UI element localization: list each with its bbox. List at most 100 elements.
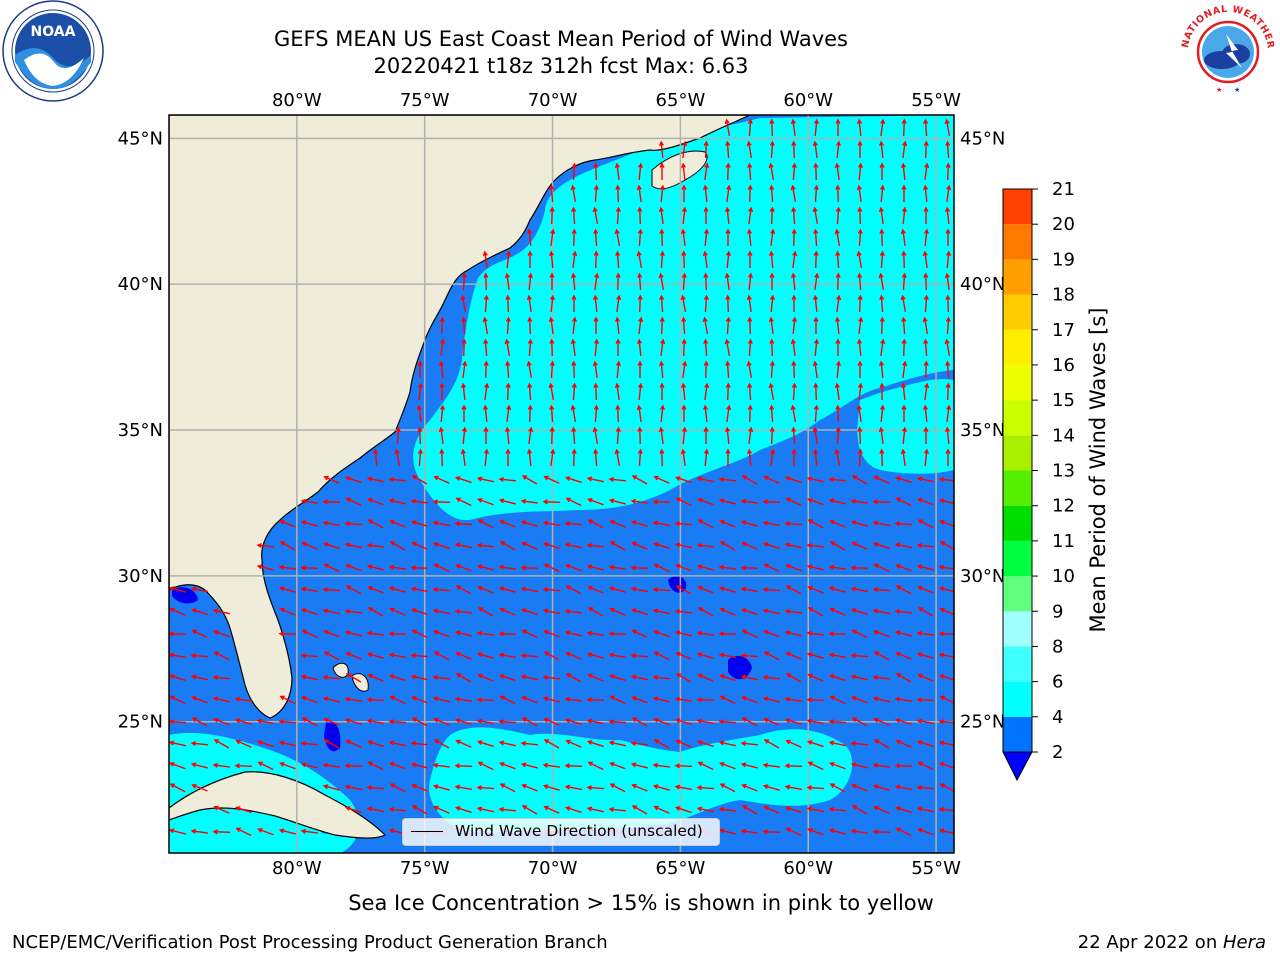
wave-direction-arrow xyxy=(674,696,693,702)
wave-direction-arrow xyxy=(278,631,297,637)
wave-direction-arrow xyxy=(856,404,862,423)
colorbar-tick-label: 16 xyxy=(1052,355,1075,376)
wave-direction-arrow xyxy=(637,294,643,313)
wave-direction-arrow xyxy=(636,338,643,357)
wave-direction-arrow xyxy=(367,497,384,506)
wave-direction-arrow xyxy=(696,652,714,659)
wave-direction-arrow xyxy=(675,739,692,748)
wave-direction-arrow xyxy=(505,316,511,335)
wave-direction-arrow xyxy=(696,697,715,703)
wave-direction-arrow xyxy=(785,827,802,837)
wave-direction-arrow xyxy=(923,360,929,379)
wave-direction-arrow xyxy=(322,520,341,527)
wave-direction-arrow xyxy=(410,565,429,571)
wave-direction-arrow xyxy=(213,805,230,814)
wave-direction-arrow xyxy=(432,608,450,615)
wave-direction-arrow xyxy=(894,608,913,615)
wave-direction-arrow xyxy=(917,519,934,529)
wave-direction-arrow xyxy=(945,294,951,313)
wave-direction-arrow xyxy=(900,228,906,247)
wave-direction-arrow xyxy=(894,718,912,725)
wave-direction-arrow xyxy=(484,382,490,401)
wave-direction-arrow xyxy=(570,272,577,291)
wave-direction-arrow xyxy=(461,272,467,291)
wave-direction-arrow xyxy=(902,140,908,159)
wave-direction-arrow xyxy=(587,607,604,617)
wave-direction-arrow xyxy=(696,785,715,791)
wave-direction-arrow xyxy=(549,272,555,290)
wave-direction-arrow xyxy=(659,184,666,203)
wave-direction-arrow xyxy=(279,761,296,770)
wave-direction-arrow xyxy=(812,140,818,159)
wave-direction-arrow xyxy=(873,629,890,638)
wave-direction-arrow xyxy=(879,404,886,423)
wave-period-below-2s-patch xyxy=(172,587,198,604)
wave-direction-arrow xyxy=(740,653,759,659)
wave-direction-arrow xyxy=(301,695,318,704)
wave-direction-arrow xyxy=(631,695,648,704)
wave-direction-arrow xyxy=(477,519,494,529)
wave-direction-arrow xyxy=(609,761,626,770)
wave-direction-arrow xyxy=(724,426,731,445)
wave-direction-arrow xyxy=(526,228,533,247)
wave-direction-arrow xyxy=(945,250,952,269)
wave-direction-arrow xyxy=(462,360,468,379)
wave-direction-arrow xyxy=(939,674,954,681)
wave-direction-arrow xyxy=(521,541,538,550)
wave-direction-arrow xyxy=(593,250,599,269)
wave-direction-arrow xyxy=(653,629,670,638)
wave-direction-arrow xyxy=(498,806,517,813)
wave-direction-arrow xyxy=(894,763,913,769)
wave-direction-arrow xyxy=(938,828,954,835)
wave-direction-arrow xyxy=(740,674,758,681)
wave-direction-arrow xyxy=(945,382,951,401)
wave-direction-arrow xyxy=(388,586,406,593)
colorbar-segment xyxy=(1003,294,1032,330)
wave-direction-arrow xyxy=(850,498,869,504)
wave-direction-arrow xyxy=(586,806,604,813)
wave-direction-arrow xyxy=(806,697,825,703)
lon-tick-label-top: 65°W xyxy=(656,90,706,111)
wave-direction-arrow xyxy=(169,607,186,616)
wave-direction-arrow xyxy=(806,718,825,725)
wave-direction-arrow xyxy=(857,382,864,401)
wave-direction-arrow xyxy=(543,629,560,638)
wave-direction-arrow xyxy=(454,608,473,615)
wave-direction-arrow xyxy=(637,382,644,401)
national-weather-service-logo: NATIONAL WEATHER SERVICE ★ ★ xyxy=(1176,0,1275,94)
wave-direction-arrow xyxy=(278,564,297,570)
wave-direction-arrow xyxy=(411,608,428,616)
wave-direction-arrow xyxy=(923,426,929,444)
wave-direction-arrow xyxy=(850,520,868,527)
wave-direction-arrow xyxy=(454,718,472,725)
wave-direction-arrow xyxy=(944,426,951,445)
wave-direction-arrow xyxy=(857,360,863,378)
wave-direction-arrow xyxy=(527,316,533,335)
wave-direction-arrow xyxy=(520,565,539,571)
wave-direction-arrow xyxy=(520,586,539,593)
wave-direction-arrow xyxy=(345,476,362,484)
footer-on-text: on xyxy=(1189,932,1223,953)
wave-direction-arrow xyxy=(680,448,686,467)
wave-direction-arrow xyxy=(542,608,560,615)
wave-direction-arrow xyxy=(571,294,577,312)
wave-direction-arrow xyxy=(615,206,621,225)
wave-direction-arrow xyxy=(526,294,532,313)
wave-direction-arrow xyxy=(476,697,495,703)
wave-direction-arrow xyxy=(828,586,846,593)
wave-direction-arrow xyxy=(829,674,846,682)
wave-direction-arrow xyxy=(681,426,688,445)
wave-direction-arrow xyxy=(565,806,582,814)
wave-direction-arrow xyxy=(740,498,759,504)
wind-wave-direction-field xyxy=(169,118,954,837)
wave-direction-arrow xyxy=(615,404,621,423)
wave-direction-arrow xyxy=(923,228,930,247)
wave-direction-arrow xyxy=(527,382,533,401)
wave-direction-arrow xyxy=(587,673,604,682)
wave-direction-arrow xyxy=(939,607,954,616)
wave-direction-arrow xyxy=(917,761,934,771)
wave-direction-arrow xyxy=(659,316,665,335)
wave-direction-arrow xyxy=(900,294,907,313)
wave-direction-arrow xyxy=(410,674,428,681)
lat-tick-label-right: 25°N xyxy=(960,712,1005,733)
